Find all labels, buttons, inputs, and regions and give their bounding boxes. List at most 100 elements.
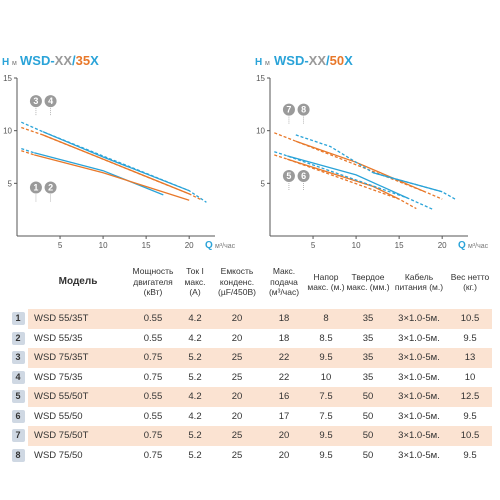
x-tick-label: 10 <box>352 241 361 250</box>
x-tick-label: 5 <box>58 241 63 250</box>
chart-title-part: 35 <box>76 53 90 68</box>
series-line-dashed <box>274 132 443 200</box>
cell-cable: 3×1.0-5м. <box>390 406 448 426</box>
curve-marker <box>297 103 310 116</box>
row-number-badge: 7 <box>11 429 25 443</box>
curve-marker <box>297 169 310 182</box>
series-line <box>42 134 190 195</box>
row-number: 5 <box>8 387 28 407</box>
row-number-badge: 6 <box>11 409 25 423</box>
cell-head: 8.5 <box>306 328 346 348</box>
cell-power: 0.75 <box>128 445 178 465</box>
col-header-solid: Твердое макс. (мм.) <box>346 271 390 293</box>
curve-marker-label: 8 <box>301 105 306 115</box>
col-header-model: Модель <box>58 275 98 287</box>
cell-model: WSD 75/35T <box>28 348 128 368</box>
chart-title-part: / <box>72 53 76 68</box>
cell-head: 9.5 <box>306 348 346 368</box>
cell-weight: 12.5 <box>448 387 492 407</box>
table-row: 8 WSD 75/50 0.75 5.2 25 20 9.5 50 3×1.0-5м. 9.5 <box>8 445 492 465</box>
cell-head: 9.5 <box>306 426 346 446</box>
cell-solid: 35 <box>346 328 390 348</box>
curve-marker-label: 6 <box>301 171 306 181</box>
cell-weight: 10.5 <box>448 309 492 329</box>
x-tick-label: 15 <box>142 241 151 250</box>
cell-flow: 17 <box>262 406 306 426</box>
cell-flow: 22 <box>262 367 306 387</box>
chart-title: WSD-XX/50X <box>274 53 353 68</box>
y-tick-label: 10 <box>3 127 12 136</box>
series-line-dashed <box>274 154 417 210</box>
cell-current: 4.2 <box>178 387 212 407</box>
cell-model: WSD 75/50 <box>28 445 128 465</box>
col-header-power: Мощность двигателя (кВт) <box>132 266 174 298</box>
cell-solid: 50 <box>346 387 390 407</box>
cell-flow: 16 <box>262 387 306 407</box>
cell-power: 0.75 <box>128 367 178 387</box>
chart-title-part: WSD- <box>20 53 55 68</box>
cell-weight: 10.5 <box>448 426 492 446</box>
y-tick-label: 10 <box>256 127 265 136</box>
cell-cable: 3×1.0-5м. <box>390 445 448 465</box>
cell-model: WSD 75/50T <box>28 426 128 446</box>
cell-power: 0.55 <box>128 406 178 426</box>
series-line <box>373 172 443 193</box>
cell-current: 4.2 <box>178 406 212 426</box>
cell-current: 5.2 <box>178 367 212 387</box>
row-number: 6 <box>8 406 28 426</box>
x-tick-label: 15 <box>395 241 404 250</box>
cell-flow: 20 <box>262 426 306 446</box>
table-row: 4 WSD 75/35 0.75 5.2 25 22 10 35 3×1.0-5м. 10 <box>8 367 492 387</box>
cell-flow: 18 <box>262 309 306 329</box>
cell-head: 8 <box>306 309 346 329</box>
cell-cable: 3×1.0-5м. <box>390 348 448 368</box>
chart-1: WSD-XX/35X H м 5 10 15 20 5 10 15 Q м³/час 3 4 1 2 <box>2 53 236 251</box>
series-line-dashed <box>21 147 35 154</box>
x-tick-label: 5 <box>311 241 316 250</box>
cell-solid: 50 <box>346 426 390 446</box>
table-row: 1 WSD 55/35T 0.55 4.2 20 18 8 35 3×1.0-5м. 10.5 <box>8 309 492 329</box>
chart-title: WSD-XX/35X <box>20 53 99 68</box>
cell-current: 5.2 <box>178 348 212 368</box>
series-line <box>287 155 408 199</box>
cell-flow: 20 <box>262 445 306 465</box>
cell-power: 0.55 <box>128 387 178 407</box>
x-axis-label: Q <box>205 240 213 251</box>
row-number-badge: 5 <box>11 390 25 404</box>
cell-weight: 9.5 <box>448 445 492 465</box>
y-tick-label: 5 <box>8 179 13 188</box>
cell-head: 7.5 <box>306 406 346 426</box>
cell-cap: 20 <box>212 387 262 407</box>
cell-model: WSD 55/50 <box>28 406 128 426</box>
cell-head: 7.5 <box>306 387 346 407</box>
row-number: 4 <box>8 367 28 387</box>
cell-current: 5.2 <box>178 445 212 465</box>
curve-marker <box>282 103 295 116</box>
col-header-current: Ток I макс. (A) <box>184 266 206 298</box>
cell-current: 4.2 <box>178 328 212 348</box>
cell-model: WSD 55/35T <box>28 309 128 329</box>
cell-cap: 20 <box>212 328 262 348</box>
table-row: 7 WSD 75/50T 0.75 5.2 25 20 9.5 50 3×1.0-5м. 10.5 <box>8 426 492 446</box>
curve-marker <box>29 181 42 194</box>
cell-head: 10 <box>306 367 346 387</box>
row-number-badge: 8 <box>11 448 25 462</box>
cell-weight: 13 <box>448 348 492 368</box>
cell-cable: 3×1.0-5м. <box>390 328 448 348</box>
curve-marker <box>29 95 42 108</box>
cell-solid: 50 <box>346 406 390 426</box>
cell-cap: 20 <box>212 309 262 329</box>
series-line <box>287 158 400 200</box>
row-number: 8 <box>8 445 28 465</box>
series-line <box>34 152 164 196</box>
cell-cap: 25 <box>212 348 262 368</box>
table-header-row: Модель Мощность двигателя (кВт) Ток I ма… <box>8 255 492 309</box>
x-tick-label: 20 <box>185 241 194 250</box>
y-axis-label: H <box>2 57 9 68</box>
row-number: 7 <box>8 426 28 446</box>
cell-current: 5.2 <box>178 426 212 446</box>
cell-flow: 22 <box>262 348 306 368</box>
x-tick-label: 20 <box>438 241 447 250</box>
